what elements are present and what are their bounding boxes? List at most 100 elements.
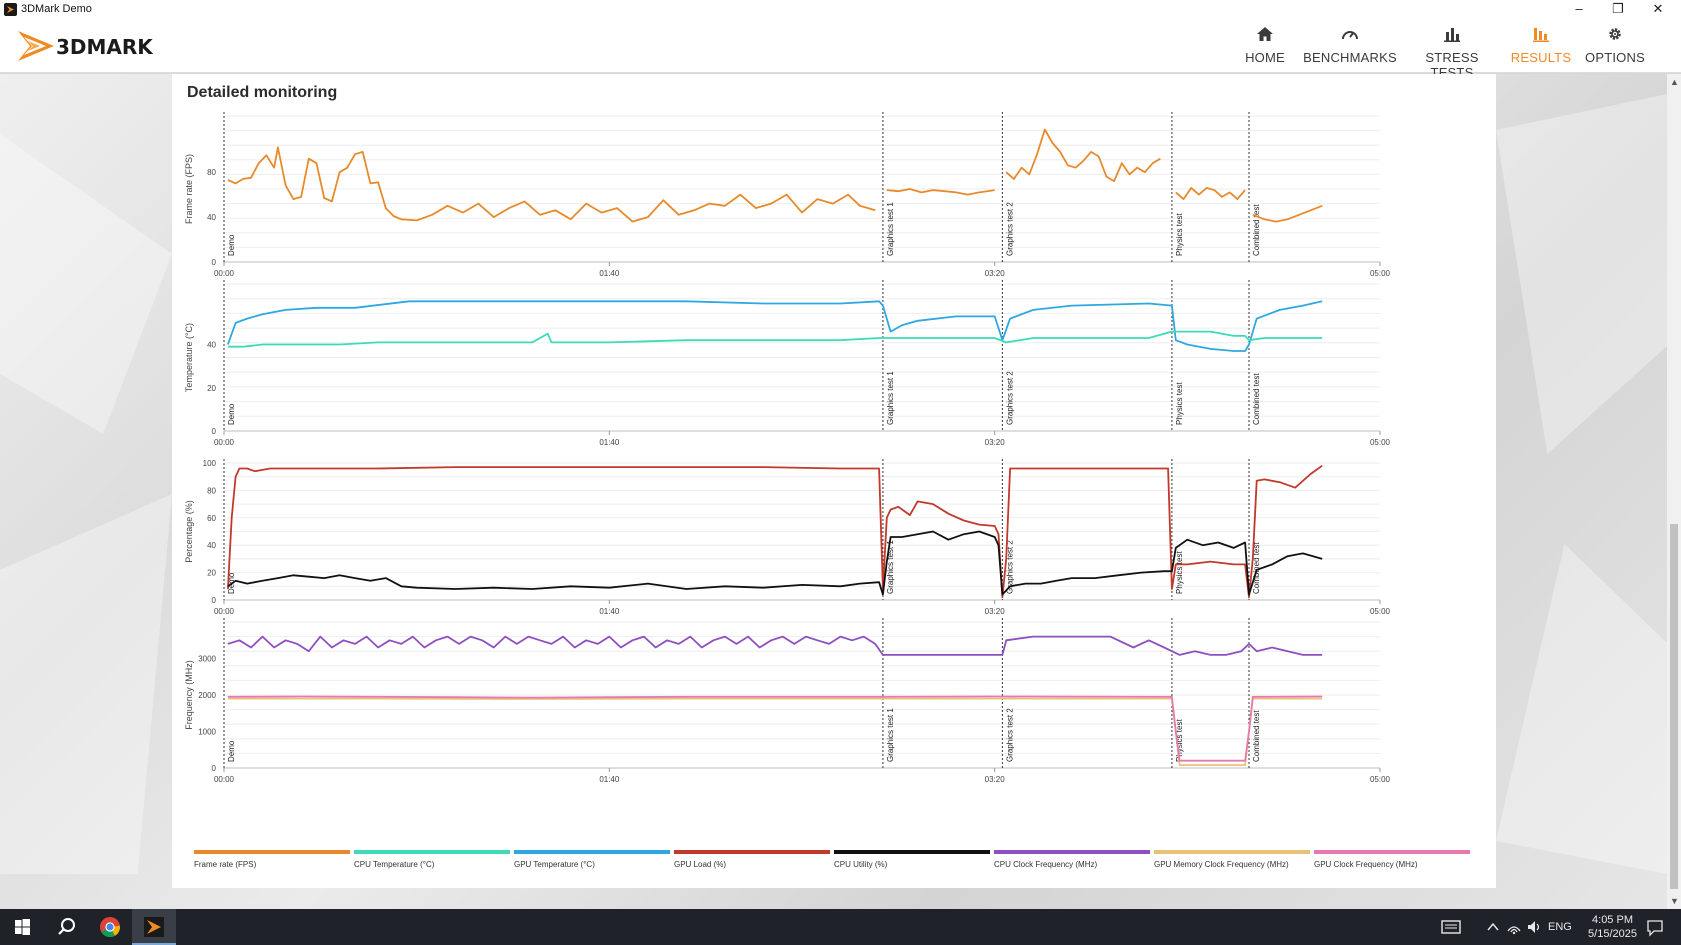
chevron-up-icon[interactable]	[1486, 909, 1500, 945]
network-icon[interactable]	[1506, 909, 1522, 945]
legend-label: GPU Memory Clock Frequency (MHz)	[1154, 860, 1289, 869]
section-marker-label: Graphics test 2	[1005, 202, 1014, 256]
y-axis-label: Temperature (°C)	[184, 323, 194, 392]
series-line	[227, 146, 876, 223]
section-marker-label: Physics test	[1175, 719, 1184, 762]
bar-chart-icon	[1442, 26, 1462, 44]
minimize-button[interactable]: –	[1575, 1, 1583, 16]
series-line	[227, 697, 1323, 766]
legend-swatch	[1154, 850, 1310, 854]
legend-item[interactable]: GPU Memory Clock Frequency (MHz)	[1154, 850, 1310, 869]
scroll-up-icon[interactable]: ▲	[1670, 77, 1679, 87]
y-tick-label: 0	[212, 427, 217, 436]
language-indicator[interactable]: ENG	[1548, 921, 1572, 933]
legend-item[interactable]: CPU Temperature (°C)	[354, 850, 510, 869]
notification-icon[interactable]	[1646, 909, 1664, 945]
series-line	[886, 188, 995, 196]
legend-item[interactable]: Frame rate (FPS)	[194, 850, 350, 869]
y-tick-label: 80	[207, 486, 216, 495]
legend-item[interactable]: GPU Load (%)	[674, 850, 830, 869]
y-tick-label: 2000	[198, 691, 216, 700]
y-tick-label: 20	[207, 384, 216, 393]
legend-item[interactable]: CPU Utility (%)	[834, 850, 990, 869]
gear-icon	[1605, 26, 1625, 44]
section-marker-label: Graphics test 1	[886, 371, 895, 425]
x-tick-label: 05:00	[1370, 269, 1391, 278]
legend-label: CPU Temperature (°C)	[354, 860, 435, 869]
app-icon	[4, 3, 17, 16]
panel-title: Detailed monitoring	[187, 84, 338, 101]
section-marker-label: Physics test	[1175, 551, 1184, 594]
y-axis-label: Percentage (%)	[184, 500, 194, 563]
taskbar-chrome[interactable]	[88, 909, 132, 945]
legend-swatch	[194, 850, 350, 854]
scroll-down-icon[interactable]: ▼	[1670, 896, 1679, 906]
y-axis-label: Frequency (MHz)	[184, 660, 194, 730]
section-marker-label: Graphics test 2	[1005, 371, 1014, 425]
window-title: 3DMark Demo	[21, 3, 92, 15]
section-marker-label: Combined test	[1252, 204, 1261, 256]
start-button[interactable]	[0, 909, 44, 945]
y-tick-label: 20	[207, 569, 216, 578]
section-marker-label: Demo	[227, 403, 236, 425]
legend-item[interactable]: GPU Clock Frequency (MHz)	[1314, 850, 1470, 869]
taskview-icon[interactable]	[1440, 909, 1462, 945]
x-tick-label: 01:40	[599, 775, 620, 784]
taskbar-clock[interactable]: 4:05 PM 5/15/2025	[1575, 913, 1650, 941]
search-icon	[58, 918, 75, 935]
section-marker-label: Combined test	[1252, 710, 1261, 762]
home-icon	[1255, 26, 1275, 44]
clock-time: 4:05 PM	[1592, 914, 1633, 926]
legend-item[interactable]: GPU Temperature (°C)	[514, 850, 670, 869]
3dmark-logo-icon	[18, 31, 54, 61]
x-tick-label: 05:00	[1370, 775, 1391, 784]
results-icon	[1531, 26, 1551, 44]
section-marker-label: Graphics test 1	[886, 540, 895, 594]
legend-label: Frame rate (FPS)	[194, 860, 257, 869]
x-tick-label: 03:20	[985, 438, 1006, 447]
app-header: 3DMARK HOME BENCHMARKS STRESS TESTS RESU…	[0, 19, 1681, 80]
section-marker-label: Physics test	[1175, 382, 1184, 425]
taskbar-search-button[interactable]	[44, 909, 88, 945]
clock-date: 5/15/2025	[1588, 928, 1637, 940]
y-tick-label: 0	[212, 258, 217, 267]
3dmark-taskbar-icon	[144, 917, 164, 937]
y-tick-label: 40	[207, 541, 216, 550]
taskbar-3dmark[interactable]	[132, 909, 176, 945]
x-tick-label: 00:00	[214, 269, 235, 278]
logo-text: 3DMARK	[56, 35, 153, 59]
legend-swatch	[514, 850, 670, 854]
x-tick-label: 01:40	[599, 269, 620, 278]
legend-swatch	[1314, 850, 1470, 854]
nav-stress-tests[interactable]: STRESS TESTS	[1406, 19, 1498, 80]
legend-swatch	[354, 850, 510, 854]
y-tick-label: 0	[212, 764, 217, 773]
restore-button[interactable]: ❐	[1612, 1, 1624, 16]
series-line	[227, 635, 1323, 656]
chrome-icon	[100, 917, 120, 938]
window-titlebar: 3DMark Demo – ❐ ✕	[0, 0, 1681, 19]
nav-options[interactable]: OPTIONS	[1584, 19, 1646, 73]
section-marker-label: Physics test	[1175, 213, 1184, 256]
nav-home[interactable]: HOME	[1234, 19, 1296, 73]
x-tick-label: 03:20	[985, 269, 1006, 278]
y-axis-label: Frame rate (FPS)	[184, 154, 194, 224]
y-tick-label: 60	[207, 514, 216, 523]
close-button[interactable]: ✕	[1652, 1, 1664, 16]
section-marker-label: Combined test	[1252, 542, 1261, 594]
vertical-scrollbar[interactable]: ▲ ▼	[1667, 74, 1681, 909]
taskbar: ENG 4:05 PM 5/15/2025	[0, 909, 1681, 945]
x-tick-label: 03:20	[985, 775, 1006, 784]
y-tick-label: 100	[203, 459, 217, 468]
y-tick-label: 40	[207, 213, 216, 222]
volume-icon[interactable]	[1526, 909, 1542, 945]
monitoring-charts: 0 40 80 Frame rate (FPS) 00:00 01:40 03:20 05:0…	[184, 112, 1391, 784]
section-marker-label: Graphics test 1	[886, 708, 895, 762]
series-line	[227, 464, 1323, 599]
legend-item[interactable]: CPU Clock Frequency (MHz)	[994, 850, 1150, 869]
3dmark-logo[interactable]: 3DMARK	[16, 25, 196, 67]
nav-benchmarks[interactable]: BENCHMARKS	[1300, 19, 1400, 73]
x-tick-label: 01:40	[599, 607, 620, 616]
scrollbar-thumb[interactable]	[1670, 524, 1678, 889]
nav-results[interactable]: RESULTS	[1510, 19, 1572, 73]
